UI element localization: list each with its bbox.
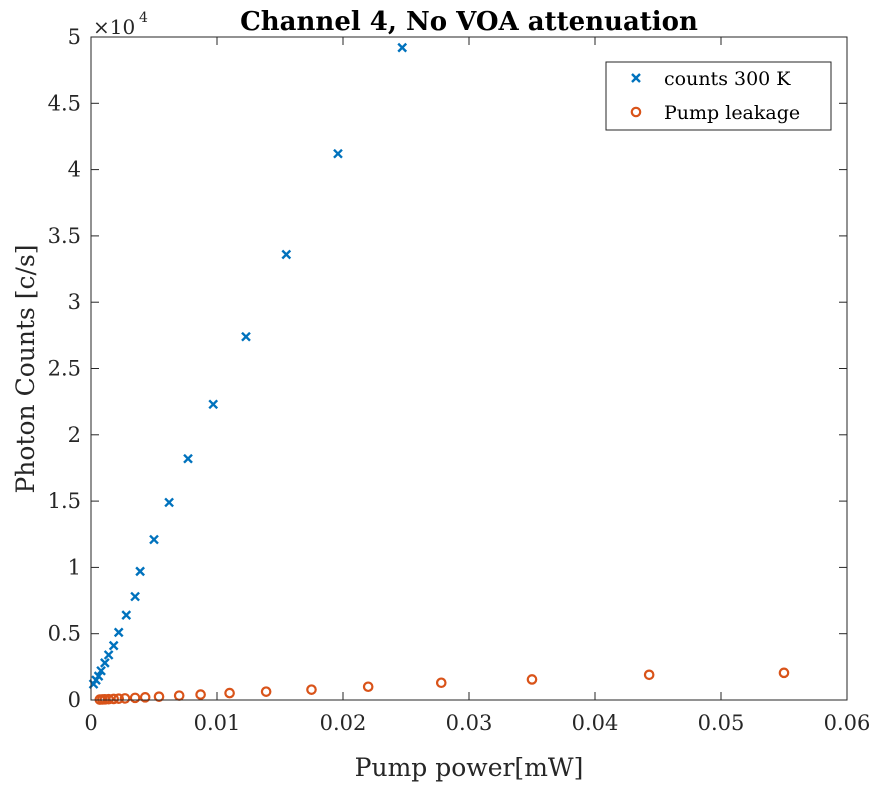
data-point-counts-300k-stroke-b [108, 640, 119, 651]
data-point-counts-300k-stroke-b [208, 399, 219, 410]
x-axis-label: Pump power[mW] [355, 753, 584, 782]
data-point-pump-leakage [224, 687, 235, 699]
data-point-counts-300k-stroke-b [103, 650, 114, 660]
legend-items: counts 300 K Pump leakage [630, 68, 800, 124]
x-tick-label: 0 [84, 711, 97, 735]
legend-marker-pump-leakage [630, 106, 642, 118]
x-tick-label: 0.05 [698, 711, 745, 735]
x-tick-label: 0.03 [446, 711, 493, 735]
y-tick-label: 0 [68, 688, 81, 712]
data-point-counts-300k [241, 331, 251, 342]
plot-frame [90, 36, 848, 701]
y-tick-label: 1.5 [48, 489, 81, 513]
data-point-counts-300k [183, 453, 193, 464]
x-tick-label: 0.06 [824, 711, 871, 735]
data-point-pump-leakage [362, 681, 374, 693]
data-point-counts-300k-stroke-b [96, 665, 106, 676]
x-tick-label: 0.01 [194, 711, 241, 735]
chart-title: Channel 4, No VOA attenuation [240, 7, 698, 37]
data-point-counts-300k-stroke-b [333, 148, 343, 159]
y-tick-label: 5 [68, 25, 81, 49]
data-point-counts-300k [397, 42, 408, 53]
axis-ticks: 0 0.01 0.02 0.03 0.04 0.05 0.06 0 0.5 1 1.5 2 2.5 3 3.… [48, 25, 871, 735]
y-tick-label: 2 [68, 423, 81, 447]
y-axis-multiplier-base: ×10 [93, 15, 135, 39]
legend-box [605, 61, 832, 131]
data-point-pump-leakage [153, 691, 165, 702]
data-point-counts-300k-stroke-b [93, 671, 104, 681]
data-point-counts-300k-stroke-b [397, 42, 408, 53]
data-point-pump-leakage [129, 692, 141, 704]
data-point-counts-300k [135, 566, 145, 577]
data-point-counts-300k-stroke-b [135, 566, 145, 577]
y-tick-label: 0.5 [48, 622, 81, 646]
legend-label: Pump leakage [664, 102, 800, 124]
data-point-counts-300k-stroke-b [281, 249, 292, 260]
x-tick-label: 0.04 [572, 711, 619, 735]
data-point-counts-300k [96, 665, 106, 676]
data-point-counts-300k [164, 497, 174, 508]
y-tick-label: 4.5 [48, 91, 81, 115]
legend-marker-counts-300k [631, 73, 641, 83]
y-tick-label: 1 [68, 555, 81, 579]
data-point-pump-leakage [260, 686, 272, 697]
data-point-counts-300k-stroke-b [164, 497, 174, 508]
y-tick-label: 3.5 [48, 224, 81, 248]
data-point-pump-leakage [306, 684, 317, 695]
plot-area [91, 37, 847, 700]
data-point-counts-300k-stroke-b [130, 591, 140, 602]
data-point-pump-leakage [778, 667, 790, 679]
y-axis-multiplier: ×10 4 [93, 10, 148, 39]
data-point-counts-300k [108, 640, 119, 651]
data-point-counts-300k [149, 534, 159, 545]
data-point-counts-300k-stroke-b [113, 627, 124, 638]
data-point-counts-300k [103, 650, 114, 660]
legend-marker-counts-300k-stroke-b [631, 73, 641, 83]
y-tick-label: 4 [68, 158, 81, 182]
data-point-pump-leakage [108, 693, 119, 705]
legend: counts 300 K Pump leakage [605, 61, 832, 131]
series-2 [94, 667, 790, 705]
data-point-pump-leakage [643, 669, 655, 681]
data-point-pump-leakage [195, 689, 206, 700]
legend-label: counts 300 K [664, 68, 791, 90]
y-axis-multiplier-exponent: 4 [139, 10, 148, 26]
data-point-counts-300k [113, 627, 124, 638]
data-point-pump-leakage [113, 693, 125, 704]
data-point-pump-leakage [103, 693, 114, 705]
data-point-pump-leakage [435, 677, 447, 689]
data-marks [88, 42, 790, 705]
data-point-counts-300k-stroke-b [121, 610, 132, 620]
x-tick-label: 0.02 [320, 711, 367, 735]
data-point-counts-300k [281, 249, 292, 260]
data-point-counts-300k-stroke-b [100, 658, 110, 668]
data-point-counts-300k-stroke-b [241, 331, 251, 342]
data-point-counts-300k-stroke-b [183, 453, 193, 464]
data-point-counts-300k-stroke-b [149, 534, 159, 545]
y-axis-label: Photon Counts [c/s] [11, 244, 40, 493]
data-point-counts-300k [208, 399, 219, 410]
data-point-pump-leakage [526, 674, 538, 685]
data-point-counts-300k [93, 671, 104, 681]
y-tick-label: 2.5 [48, 357, 81, 381]
series-1 [88, 42, 408, 689]
data-point-counts-300k [100, 658, 110, 668]
data-point-pump-leakage [139, 692, 151, 703]
data-point-counts-300k [121, 610, 132, 620]
data-point-counts-300k [333, 148, 343, 159]
data-point-pump-leakage [119, 693, 131, 704]
data-point-counts-300k [130, 591, 140, 602]
y-tick-label: 3 [68, 290, 81, 314]
